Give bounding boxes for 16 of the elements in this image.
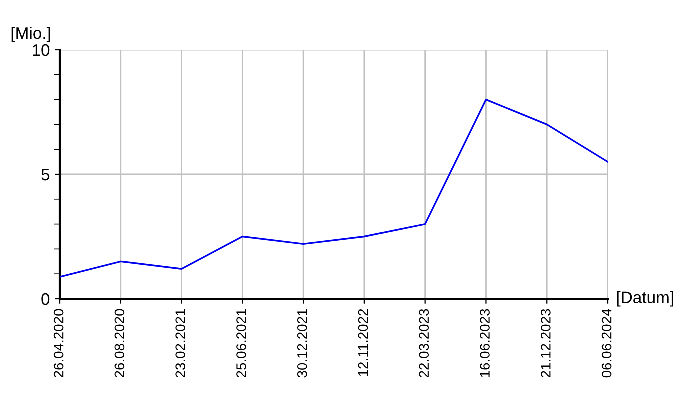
x-tick-label: 25.06.2021 bbox=[236, 309, 246, 378]
y-tick-label: 10 bbox=[33, 44, 50, 56]
x-axis-title: [Datum] bbox=[617, 291, 674, 307]
x-tick-label: 16.06.2023 bbox=[480, 309, 490, 378]
x-tick-label: 12.11.2022 bbox=[358, 309, 368, 376]
y-axis-title: [Mio.] bbox=[12, 26, 50, 43]
y-tick-label: 0 bbox=[42, 293, 50, 306]
x-tick-label: 06.06.2024 bbox=[602, 309, 612, 378]
x-tick-label: 23.02.2021 bbox=[176, 309, 186, 378]
x-tick-label: 21.12.2023 bbox=[541, 309, 551, 378]
x-tick-label: 26.04.2020 bbox=[54, 309, 64, 378]
y-tick-label: 5 bbox=[42, 169, 50, 181]
x-tick-label: 26.08.2020 bbox=[114, 309, 125, 378]
line-series bbox=[60, 98, 608, 278]
x-tick-label: 30.12.2021 bbox=[297, 309, 308, 378]
x-tick-label: 22.03.2023 bbox=[419, 309, 430, 378]
